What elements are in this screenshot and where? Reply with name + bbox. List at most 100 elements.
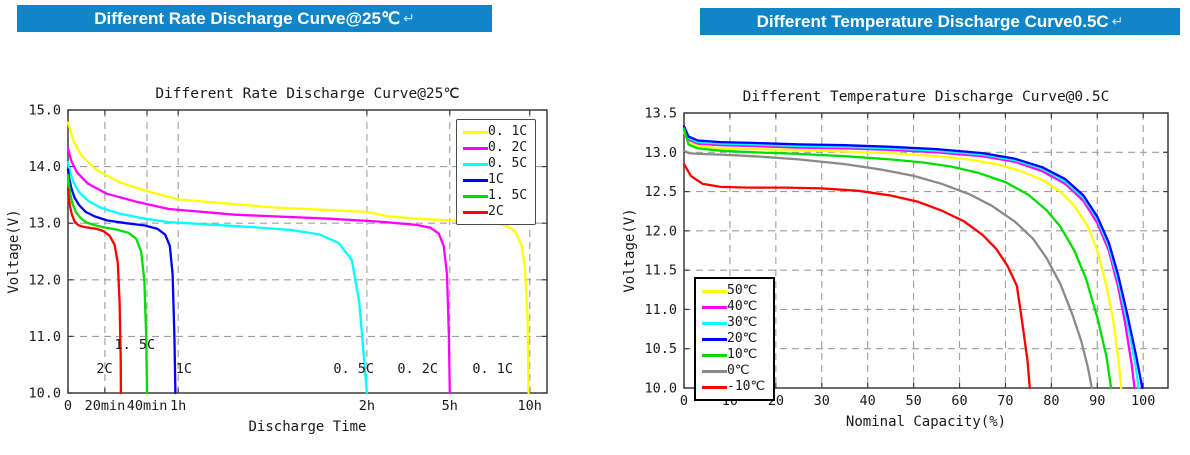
- x-tick-label: 80: [1043, 393, 1059, 409]
- x-tick-label: 2h: [359, 398, 375, 414]
- legend-item: 2C: [463, 204, 527, 220]
- legend-swatch: [463, 194, 488, 198]
- series-0.1C: [66, 121, 530, 395]
- legend-label: 40℃: [727, 299, 758, 314]
- series-0℃: [682, 149, 1093, 390]
- curve-annotation: 1C: [176, 361, 192, 377]
- series-20℃: [682, 125, 1144, 390]
- legend-label: 0. 1C: [488, 124, 528, 139]
- legend-item: 1. 5C: [463, 188, 527, 204]
- x-tick-label: 20min: [85, 398, 126, 414]
- y-tick-label: 11.0: [28, 329, 61, 345]
- legend-item: 40℃: [702, 299, 765, 315]
- temperature-chart-legend: 50℃ 40℃ 30℃ 20℃ 10℃ 0℃ -10℃: [694, 277, 776, 401]
- x-tick-label: 100: [1131, 393, 1155, 409]
- temperature-curve-banner: Different Temperature Discharge Curve0.5…: [700, 8, 1180, 35]
- x-tick-label: 5h: [442, 398, 458, 414]
- curve-annotation: 2C: [96, 361, 112, 377]
- curve-annotation: 0. 2C: [397, 361, 438, 377]
- legend-swatch: [702, 385, 727, 389]
- curve-annotation: 0. 1C: [472, 361, 513, 377]
- y-tick-label: 10.0: [28, 386, 61, 402]
- legend-label: 50℃: [727, 283, 758, 298]
- legend-swatch: [702, 321, 727, 325]
- y-tick-label: 11.0: [644, 302, 677, 318]
- x-tick-label: 30: [814, 393, 830, 409]
- legend-item: 50℃: [702, 283, 765, 299]
- series-40℃: [682, 129, 1136, 390]
- y-tick-label: 14.0: [28, 159, 61, 175]
- legend-swatch: [702, 289, 727, 293]
- series-10℃: [682, 127, 1113, 390]
- legend-swatch: [702, 337, 727, 341]
- legend-swatch: [463, 146, 488, 150]
- legend-swatch: [463, 178, 488, 182]
- legend-item: -10℃: [702, 379, 765, 395]
- series-1.5C: [66, 173, 149, 395]
- legend-label: 1C: [488, 172, 504, 187]
- legend-swatch: [463, 130, 488, 134]
- series-1C: [66, 168, 177, 395]
- legend-label: 0. 2C: [488, 140, 528, 155]
- series--10℃: [682, 162, 1031, 390]
- legend-label: 1. 5C: [488, 188, 528, 203]
- y-tick-label: 15.0: [28, 103, 61, 119]
- legend-swatch: [702, 305, 727, 309]
- series-50℃: [682, 130, 1123, 390]
- y-tick-label: 10.0: [644, 381, 677, 397]
- rate-curve-banner: Different Rate Discharge Curve@25℃ ↵: [17, 5, 492, 32]
- legend-item: 30℃: [702, 315, 765, 331]
- y-tick-label: 13.0: [28, 216, 61, 232]
- legend-item: 10℃: [702, 347, 765, 363]
- curve-annotation: 0. 5C: [333, 361, 374, 377]
- legend-item: 1C: [463, 172, 527, 188]
- y-tick-label: 11.5: [644, 263, 677, 279]
- x-tick-label: 50: [905, 393, 921, 409]
- x-tick-label: 10h: [518, 398, 542, 414]
- y-axis-label: Voltage(V): [6, 209, 22, 293]
- series-30℃: [682, 127, 1140, 390]
- x-tick-label: 60: [951, 393, 967, 409]
- legend-label: 0. 5C: [488, 156, 528, 171]
- x-tick-label: 0: [680, 393, 688, 409]
- legend-label: 2C: [488, 204, 504, 219]
- x-tick-label: 40: [860, 393, 876, 409]
- curve-annotation: 1. 5C: [114, 337, 155, 353]
- y-tick-label: 12.0: [28, 272, 61, 288]
- series-0.2C: [66, 147, 451, 395]
- legend-label: 0℃: [727, 363, 750, 378]
- legend-item: 0. 1C: [463, 124, 527, 140]
- y-tick-label: 10.5: [644, 341, 677, 357]
- x-tick-label: 1h: [170, 398, 186, 414]
- y-axis-label: Voltage(V): [622, 208, 638, 292]
- legend-label: 20℃: [727, 331, 758, 346]
- rate-chart-legend: 0. 1C 0. 2C 0. 5C 1C 1. 5C 2C: [456, 119, 537, 225]
- chart-title: Different Temperature Discharge Curve@0.…: [743, 89, 1110, 105]
- y-tick-label: 13.5: [644, 106, 677, 122]
- x-tick-label: 0: [64, 398, 72, 414]
- legend-item: 20℃: [702, 331, 765, 347]
- rate-discharge-chart: 0 20min 40min 1h 2h 5h 10h 10.0 11.0 12.0 13.0 14.0…: [6, 86, 548, 435]
- x-tick-label: 70: [997, 393, 1013, 409]
- chart-title: Different Rate Discharge Curve@25℃: [155, 86, 459, 102]
- temperature-banner-title: Different Temperature Discharge Curve0.5…: [756, 11, 1109, 31]
- legend-swatch: [702, 353, 727, 357]
- legend-item: 0℃: [702, 363, 765, 379]
- legend-label: 30℃: [727, 315, 758, 330]
- legend-swatch: [702, 369, 727, 373]
- series-2C: [66, 188, 123, 395]
- y-tick-label: 12.0: [644, 223, 677, 239]
- temperature-discharge-chart: 0 10 20 30 40 50 60 70 80 90 10010.010.511.011.512…: [622, 89, 1169, 430]
- x-tick-label: 90: [1089, 393, 1105, 409]
- return-mark-icon: ↵: [403, 10, 415, 26]
- x-axis-label: Discharge Time: [248, 419, 366, 435]
- y-tick-label: 13.0: [644, 145, 677, 161]
- return-mark-icon: ↵: [1111, 13, 1124, 29]
- legend-swatch: [463, 210, 488, 214]
- x-axis-label: Nominal Capacity(%): [846, 414, 1006, 430]
- legend-label: -10℃: [727, 379, 766, 394]
- rate-banner-title: Different Rate Discharge Curve@25℃: [94, 8, 401, 28]
- legend-item: 0. 2C: [463, 140, 527, 156]
- y-tick-label: 12.5: [644, 184, 677, 200]
- series-0.5C: [66, 160, 369, 395]
